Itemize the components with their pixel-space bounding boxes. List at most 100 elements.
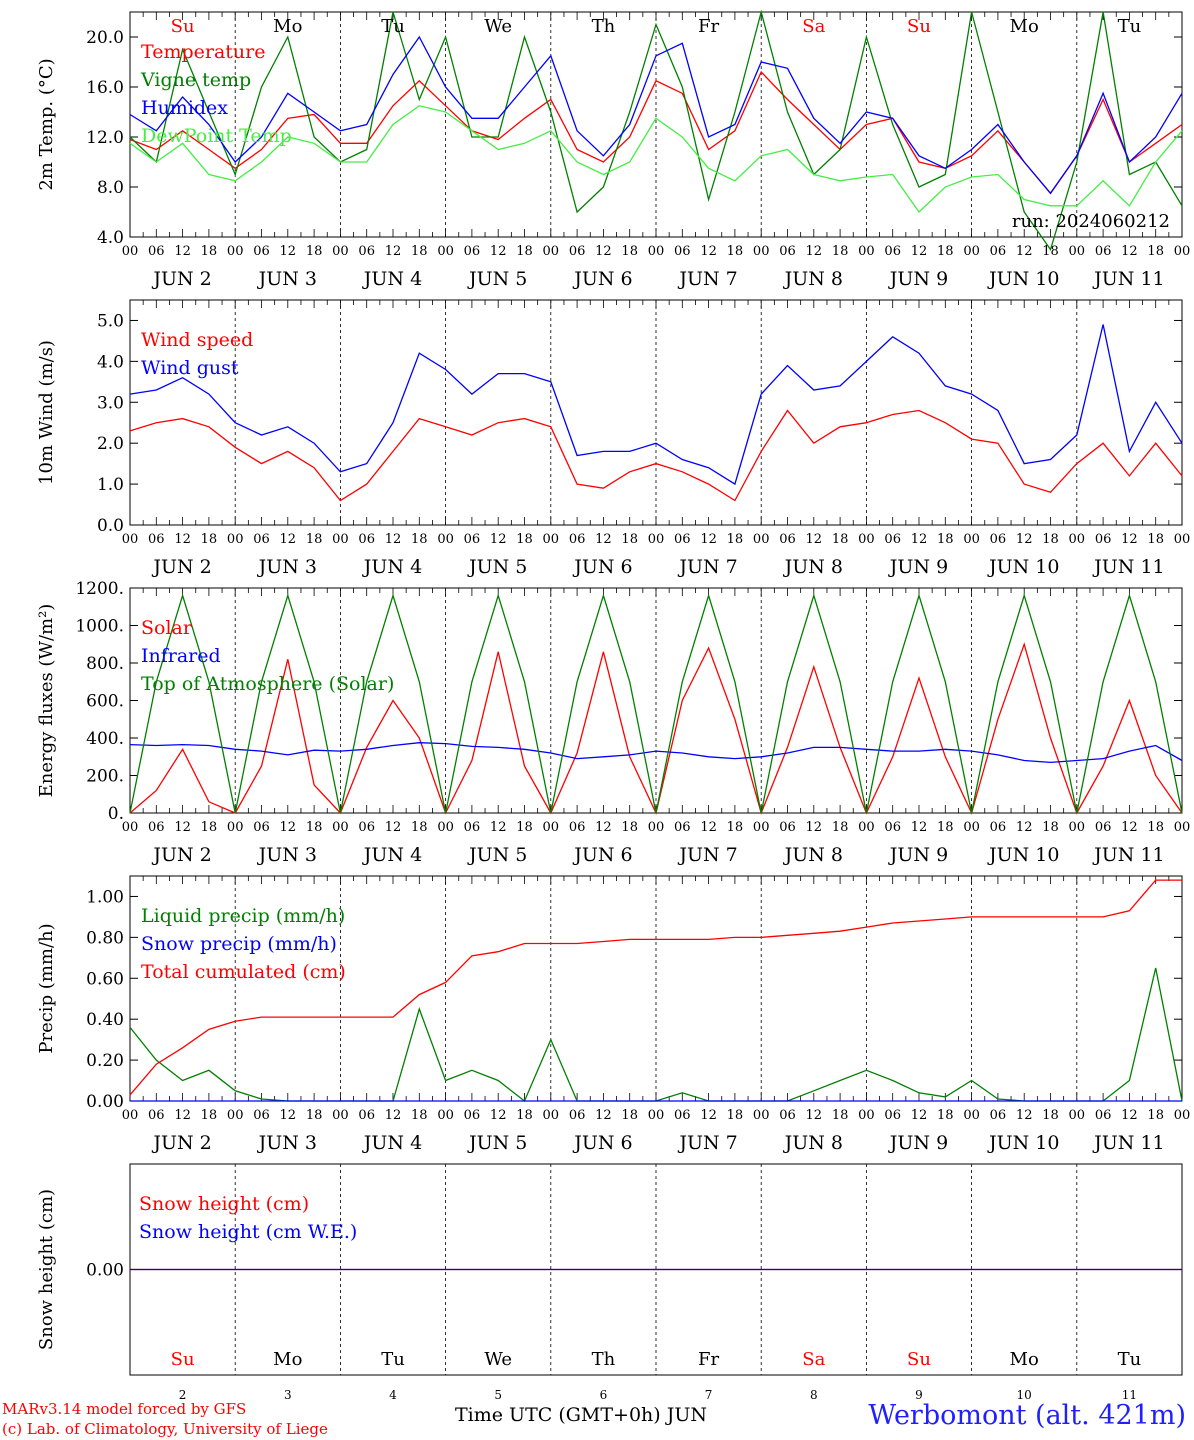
hour-tick-label: 18	[937, 244, 954, 259]
legend-solar: Solar	[141, 617, 193, 639]
hour-tick-label: 18	[411, 820, 428, 835]
day-number: 11	[1122, 1388, 1137, 1402]
hour-tick-label: 12	[385, 820, 402, 835]
hour-tick-label: 00	[227, 1108, 244, 1123]
date-label: JUN 4	[362, 268, 422, 290]
hour-tick-label: 18	[937, 820, 954, 835]
hour-tick-label: 00	[122, 244, 139, 259]
y-tick-label: 400.	[86, 729, 124, 749]
date-label: JUN 4	[362, 1132, 422, 1154]
hour-tick-label: 06	[1095, 1108, 1112, 1123]
hour-tick-label: 12	[911, 532, 928, 547]
hour-tick-label: 18	[1042, 244, 1059, 259]
series-line-humidex	[129, 35, 1183, 195]
y-tick-label: 2.0	[97, 434, 124, 454]
legend-infrared: Infrared	[141, 645, 221, 667]
hour-tick-label: 06	[674, 1108, 691, 1123]
hour-tick-label: 12	[806, 820, 823, 835]
hour-tick-label: 06	[358, 244, 375, 259]
hour-tick-label: 18	[937, 1108, 954, 1123]
hour-tick-label: 18	[411, 532, 428, 547]
weekday-label: Mo	[1010, 1349, 1039, 1370]
y-tick-label: 12.0	[86, 128, 124, 148]
date-label: JUN 6	[572, 556, 632, 578]
date-label: JUN 5	[467, 268, 527, 290]
hour-tick-label: 06	[148, 244, 165, 259]
hour-tick-label: 06	[464, 820, 481, 835]
lab-credit: (c) Lab. of Climatology, University of L…	[2, 1420, 328, 1438]
weekday-label: Tu	[381, 1349, 405, 1370]
y-tick-label: 4.0	[97, 352, 124, 372]
hour-tick-label: 12	[174, 820, 191, 835]
hour-tick-label: 06	[358, 1108, 375, 1123]
hour-tick-label: 12	[595, 532, 612, 547]
hour-tick-label: 18	[516, 1108, 533, 1123]
weekday-label: We	[484, 1349, 512, 1370]
series-line-wind-gust	[129, 324, 1183, 486]
date-label: JUN 7	[677, 268, 737, 290]
hour-tick-label: 06	[358, 532, 375, 547]
y-tick-label: 1200.	[75, 579, 124, 599]
hour-tick-label: 06	[148, 820, 165, 835]
day-number: 10	[1017, 1388, 1032, 1402]
hour-tick-label: 00	[963, 820, 980, 835]
date-label: JUN 9	[888, 1132, 948, 1154]
run-label: run: 2024060212	[1012, 211, 1170, 232]
hour-tick-label: 00	[1174, 1108, 1191, 1123]
y-axis-label: Energy fluxes (W/m²)	[36, 604, 57, 798]
hour-tick-label: 18	[727, 820, 744, 835]
hour-tick-label: 18	[621, 1108, 638, 1123]
day-number: 2	[179, 1388, 187, 1402]
hour-tick-label: 06	[569, 244, 586, 259]
legend-dewpoint-temp: DewPoint Temp	[141, 125, 292, 147]
hour-tick-label: 18	[1147, 532, 1164, 547]
hour-tick-label: 06	[674, 244, 691, 259]
hour-tick-label: 00	[858, 820, 875, 835]
hour-tick-label: 18	[832, 532, 849, 547]
y-tick-label: 1000.	[75, 617, 124, 637]
series-line-infrared	[129, 742, 1183, 764]
date-label: JUN 11	[1092, 556, 1164, 578]
hour-tick-label: 00	[1174, 532, 1191, 547]
hour-tick-label: 00	[543, 1108, 560, 1123]
hour-tick-label: 18	[411, 244, 428, 259]
legend-temperature: Temperature	[141, 41, 265, 63]
hour-tick-label: 18	[727, 244, 744, 259]
hour-tick-label: 12	[700, 820, 717, 835]
legend-snow-precip-mm-h-: Snow precip (mm/h)	[141, 933, 337, 955]
day-number: 5	[494, 1388, 502, 1402]
hour-tick-label: 12	[1016, 244, 1033, 259]
hour-tick-label: 12	[385, 532, 402, 547]
hour-tick-label: 06	[779, 1108, 796, 1123]
weekday-label: Th	[592, 16, 616, 37]
hour-tick-label: 12	[280, 532, 297, 547]
hour-tick-label: 00	[543, 820, 560, 835]
date-label: JUN 2	[151, 268, 211, 290]
weekday-label: Su	[171, 1349, 195, 1370]
hour-tick-label: 12	[1016, 1108, 1033, 1123]
hour-tick-label: 18	[306, 1108, 323, 1123]
hour-tick-label: 12	[595, 1108, 612, 1123]
hour-tick-label: 18	[516, 244, 533, 259]
hour-tick-label: 12	[911, 1108, 928, 1123]
hour-tick-label: 18	[411, 1108, 428, 1123]
hour-tick-label: 06	[779, 244, 796, 259]
hour-tick-label: 06	[674, 820, 691, 835]
day-number: 8	[810, 1388, 818, 1402]
date-label: JUN 3	[257, 268, 317, 290]
date-label: JUN 5	[467, 844, 527, 866]
hour-tick-label: 06	[1095, 532, 1112, 547]
weekday-label: Mo	[1010, 16, 1039, 37]
date-label: JUN 9	[888, 556, 948, 578]
hour-tick-label: 18	[516, 820, 533, 835]
hour-tick-label: 00	[1174, 820, 1191, 835]
hour-tick-label: 00	[437, 820, 454, 835]
hour-tick-label: 00	[1069, 820, 1086, 835]
hour-tick-label: 06	[464, 244, 481, 259]
date-label: JUN 6	[572, 1132, 632, 1154]
hour-tick-label: 12	[700, 1108, 717, 1123]
y-tick-label: 800.	[86, 654, 124, 674]
hour-tick-label: 00	[858, 244, 875, 259]
hour-tick-label: 18	[201, 244, 218, 259]
